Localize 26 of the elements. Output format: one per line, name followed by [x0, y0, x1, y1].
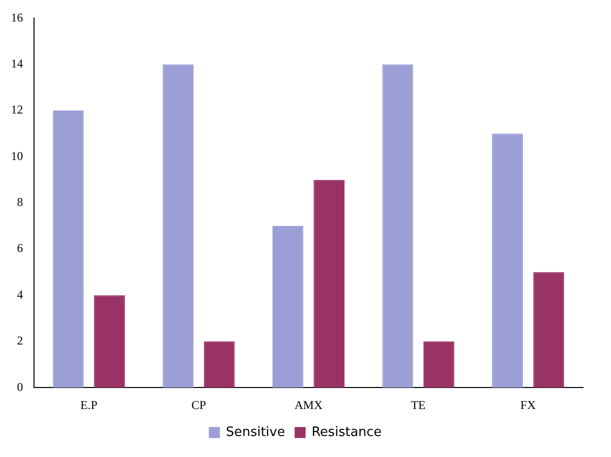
x-tick-label: E.P [80, 398, 98, 412]
y-tick-label: 10 [11, 148, 23, 163]
bar [94, 295, 125, 388]
bar [382, 64, 414, 388]
y-tick-label: 14 [11, 56, 23, 71]
x-tick-label: CP [191, 398, 206, 412]
y-tick-label: 4 [17, 287, 23, 302]
y-tick-label: 8 [17, 195, 23, 210]
bar [423, 341, 454, 388]
bar [492, 134, 523, 388]
x-tick-label: AMX [294, 398, 323, 412]
y-tick-label: 16 [11, 10, 23, 24]
bar [204, 341, 235, 388]
x-tick-label: FX [520, 398, 536, 412]
y-tick-label: 6 [17, 241, 23, 256]
bar [52, 110, 84, 388]
bar [314, 180, 345, 388]
bar [272, 226, 304, 388]
x-tick-label: TE [410, 398, 426, 412]
bar [162, 64, 194, 388]
bar [533, 272, 564, 388]
y-tick-label: 2 [17, 334, 23, 348]
y-tick-label: 0 [17, 380, 23, 394]
legend-label: Sensitive [226, 424, 286, 440]
legend-label: Resistance [312, 424, 382, 440]
y-tick-label: 12 [11, 102, 23, 117]
